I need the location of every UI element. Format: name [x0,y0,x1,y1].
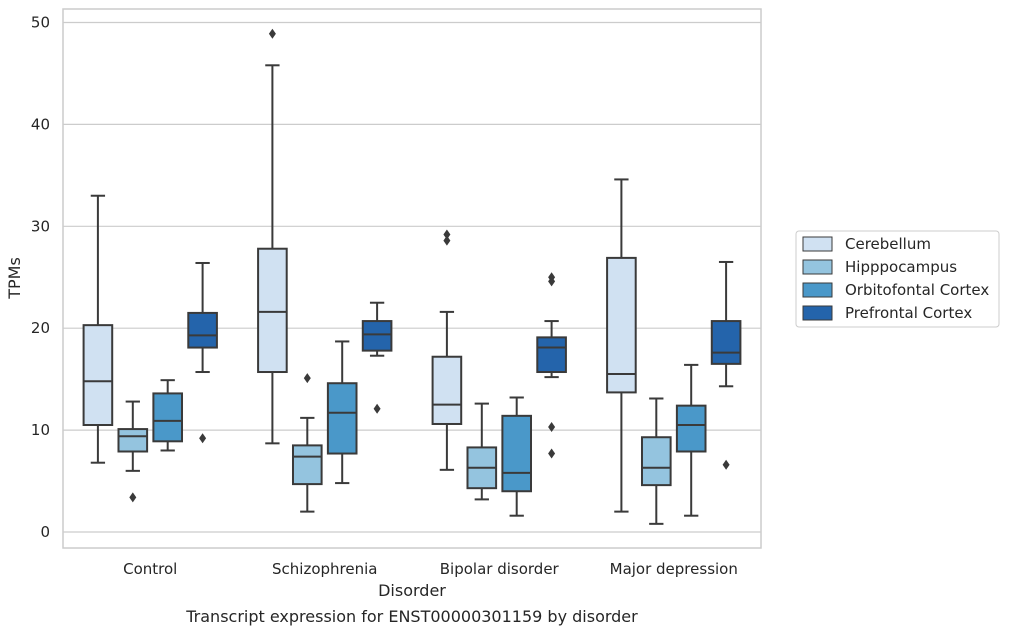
box-iqr [501,414,533,493]
legend-swatch [802,305,833,321]
box-cerebellum [606,178,637,513]
box-iqr [606,256,637,394]
legend-label: Hipppocampus [845,258,957,276]
box-iqr [291,444,323,486]
outlier-point [443,235,451,246]
x-axis-label: Disorder [378,581,446,600]
y-tick-label: 20 [31,319,50,337]
y-tick-label: 0 [40,523,50,541]
outlier-point [373,403,381,414]
box-hipppocampus [291,373,323,513]
outlier-point [548,272,556,283]
legend-label: Cerebellum [845,235,931,253]
box-iqr [710,320,742,365]
box-prefrontal-cortex [536,272,567,459]
box-prefrontal-cortex [187,261,218,444]
outlier-point [548,448,556,459]
box-iqr [187,311,218,349]
x-tick-label: Major depression [610,560,738,578]
box-iqr [82,324,114,427]
y-axis-label: TPMs [5,257,24,300]
box-hipppocampus [466,402,498,501]
box-orbitofontal-cortex [152,379,184,452]
box-iqr [431,355,463,425]
legend-label: Orbitofontal Cortex [845,281,989,299]
box-prefrontal-cortex [710,260,742,470]
outlier-point [548,422,556,433]
box-iqr [117,428,149,453]
box-cerebellum [82,194,114,464]
box-iqr [640,436,672,487]
box-iqr [152,392,184,443]
x-tick-label: Bipolar disorder [440,560,560,578]
box-orbitofontal-cortex [501,396,533,517]
legend-swatch [802,259,833,275]
outlier-point [129,492,137,503]
y-tick-label: 40 [31,115,50,133]
y-tick-label: 30 [31,217,50,235]
outlier-point [199,433,207,444]
box-iqr [257,247,288,374]
box-iqr [536,336,567,374]
box-cerebellum [431,229,463,471]
x-tick-label: Control [123,560,177,578]
legend: Cerebellum Hipppocampus Orbitofontal Corte… [795,230,1000,328]
box-iqr [361,320,393,352]
outlier-point [303,373,311,384]
y-tick-label: 50 [31,14,50,32]
box-iqr [326,382,358,455]
outlier-point [268,28,276,39]
legend-label: Prefrontal Cortex [845,304,972,322]
box-orbitofontal-cortex [326,340,358,485]
y-tick-labels: 0 10 20 30 40 50 [31,14,50,542]
x-tick-labels: Control Schizophrenia Bipolar disorder Majo… [123,560,738,578]
box-hipppocampus [640,397,672,525]
plot-frame [62,8,762,549]
legend-frame [795,230,1000,328]
legend-swatch [802,282,833,298]
box-prefrontal-cortex [361,301,393,414]
y-tick-label: 10 [31,421,50,439]
box-hipppocampus [117,400,149,503]
outlier-point [722,459,730,470]
box-orbitofontal-cortex [675,363,707,517]
box-cerebellum [257,28,288,445]
box-iqr [675,404,707,453]
plot-marks [82,28,742,525]
chart-caption: Transcript expression for ENST0000030115… [185,607,638,626]
x-tick-label: Schizophrenia [272,560,377,578]
legend-swatch [802,236,833,252]
outlier-point [443,229,451,240]
